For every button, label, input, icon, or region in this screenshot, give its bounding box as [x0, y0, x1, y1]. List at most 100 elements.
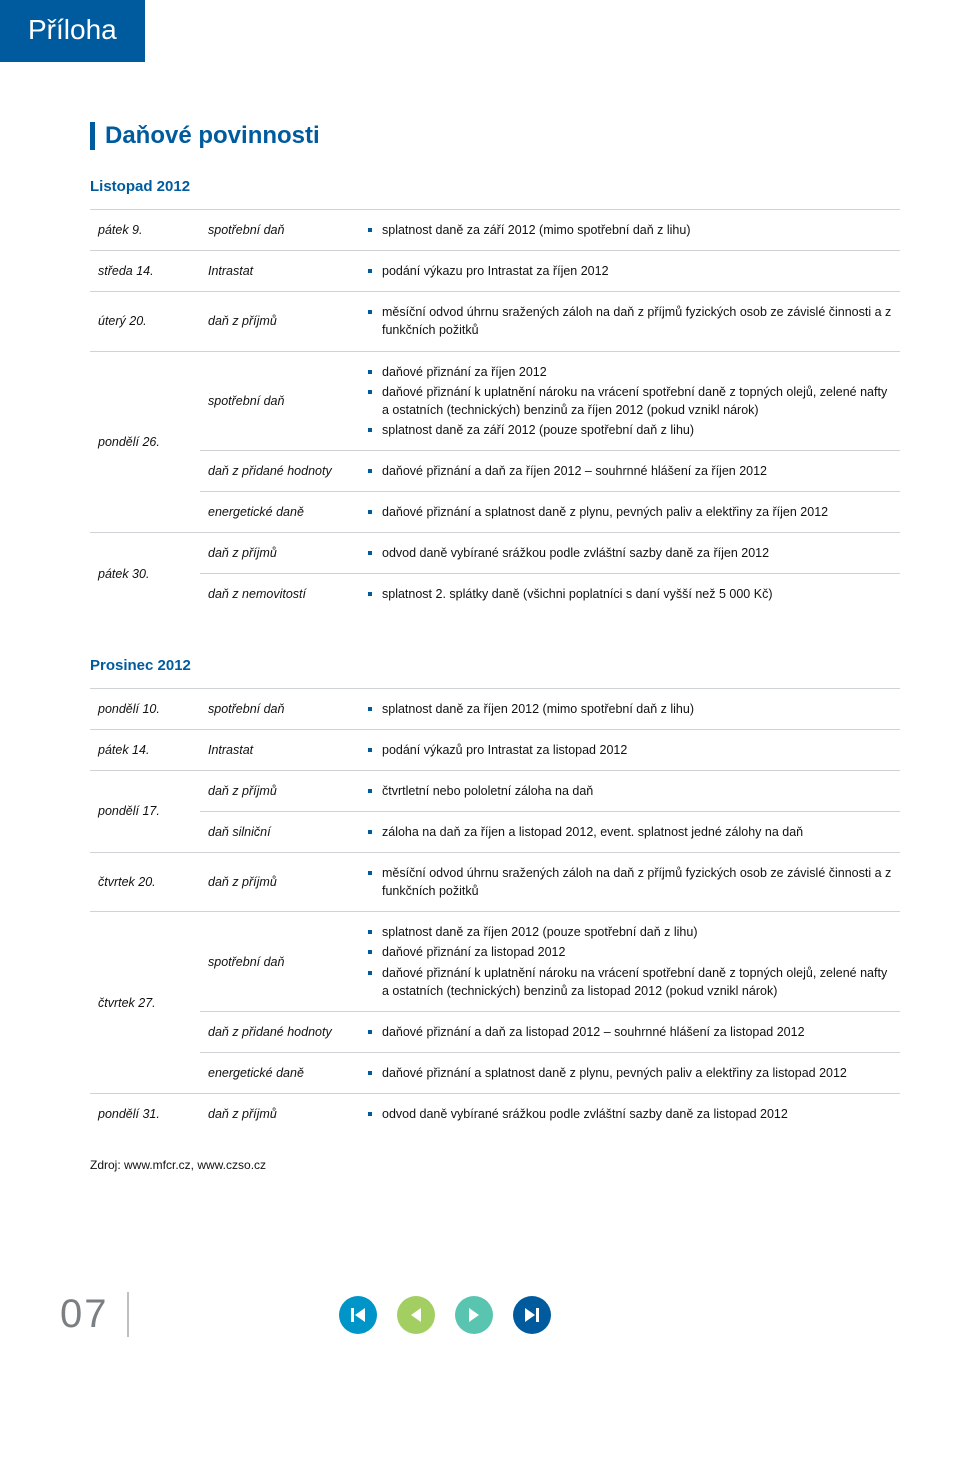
- items-cell: měsíční odvod úhrnu sražených záloh na d…: [360, 292, 900, 351]
- date-cell: čtvrtek 20.: [90, 853, 200, 912]
- table-row: daň z přidané hodnoty daňové přiznání a d…: [90, 451, 900, 492]
- page-footer: 07: [0, 1292, 960, 1337]
- tax-cell: spotřební daň: [200, 912, 360, 1012]
- table-prosinec: pondělí 10.spotřební daňsplatnost daně z…: [90, 688, 900, 1135]
- items-cell: splatnost daně za říjen 2012 (pouze spot…: [360, 912, 900, 1012]
- table-row: energetické daně daňové přiznání a splatn…: [90, 492, 900, 533]
- date-cell: pátek 30.: [90, 533, 200, 615]
- tbody-dec: pondělí 10.spotřební daňsplatnost daně z…: [90, 688, 900, 1134]
- table-row: daň silniční záloha na daň za říjen a lis…: [90, 811, 900, 852]
- nav-last-icon[interactable]: [513, 1296, 551, 1334]
- list-item: daňové přiznání a daň za listopad 2012 –…: [368, 1023, 892, 1041]
- table-row: pátek 14.Intrastat podání výkazů pro Intr…: [90, 729, 900, 770]
- list-item: splatnost daně za říjen 2012 (pouze spot…: [368, 923, 892, 941]
- items-cell: měsíční odvod úhrnu sražených záloh na d…: [360, 853, 900, 912]
- items-cell: daňové přiznání a daň za listopad 2012 –…: [360, 1011, 900, 1052]
- page-number: 07: [60, 1292, 129, 1337]
- table-row: pondělí 10.spotřební daň splatnost daně z…: [90, 688, 900, 729]
- date-cell: pátek 14.: [90, 729, 200, 770]
- list-item: měsíční odvod úhrnu sražených záloh na d…: [368, 303, 892, 339]
- table-row: pátek 30.daň z příjmůodvod daně vybírané…: [90, 533, 900, 574]
- items-cell: odvod daně vybírané srážkou podle zvlášt…: [360, 1094, 900, 1135]
- items-cell: splatnost daně za říjen 2012 (mimo spotř…: [360, 688, 900, 729]
- list-item: daňové přiznání a splatnost daně z plynu…: [368, 503, 892, 521]
- items-cell: čtvrtletní nebo pololetní záloha na daň: [360, 770, 900, 811]
- list-item: měsíční odvod úhrnu sražených záloh na d…: [368, 864, 892, 900]
- items-cell: daňové přiznání a daň za říjen 2012 – so…: [360, 451, 900, 492]
- month-title-nov: Listopad 2012: [90, 178, 900, 195]
- table-listopad: pátek 9.spotřební daňsplatnost daně za z…: [90, 209, 900, 615]
- tax-cell: daň z příjmů: [200, 770, 360, 811]
- tax-cell: daň z příjmů: [200, 292, 360, 351]
- nav-icons: [339, 1296, 551, 1334]
- tax-cell: daň silniční: [200, 811, 360, 852]
- tbody-nov: pátek 9.spotřební daňsplatnost daně za z…: [90, 210, 900, 615]
- list-item: daňové přiznání za říjen 2012: [368, 363, 892, 381]
- list-item: splatnost 2. splátky daně (všichni popla…: [368, 585, 892, 603]
- table-row: energetické daně daňové přiznání a splatn…: [90, 1052, 900, 1093]
- date-cell: pondělí 10.: [90, 688, 200, 729]
- list-item: odvod daně vybírané srážkou podle zvlášt…: [368, 544, 892, 562]
- tax-cell: energetické daně: [200, 492, 360, 533]
- items-cell: daňové přiznání a splatnost daně z plynu…: [360, 492, 900, 533]
- items-cell: splatnost 2. splátky daně (všichni popla…: [360, 574, 900, 615]
- tax-cell: spotřební daň: [200, 351, 360, 451]
- tax-cell: Intrastat: [200, 251, 360, 292]
- nav-next-icon[interactable]: [455, 1296, 493, 1334]
- date-cell: středa 14.: [90, 251, 200, 292]
- tax-cell: daň z přidané hodnoty: [200, 1011, 360, 1052]
- list-item: daňové přiznání za listopad 2012: [368, 943, 892, 961]
- table-row: pondělí 26.spotřební daňdaňové přiznání …: [90, 351, 900, 451]
- page-tab-title: Příloha: [0, 0, 145, 62]
- date-cell: čtvrtek 27.: [90, 912, 200, 1094]
- items-cell: daňové přiznání za říjen 2012 daňové přiz…: [360, 351, 900, 451]
- tax-cell: spotřební daň: [200, 210, 360, 251]
- items-cell: záloha na daň za říjen a listopad 2012, …: [360, 811, 900, 852]
- table-row: pondělí 17.daň z příjmůčtvrtletní nebo p…: [90, 770, 900, 811]
- tax-cell: daň z příjmů: [200, 853, 360, 912]
- table-row: pátek 9.spotřební daň splatnost daně za z…: [90, 210, 900, 251]
- tax-cell: energetické daně: [200, 1052, 360, 1093]
- tax-cell: daň z příjmů: [200, 533, 360, 574]
- table-row: středa 14.Intrastat podání výkazu pro Int…: [90, 251, 900, 292]
- list-item: daňové přiznání a daň za říjen 2012 – so…: [368, 462, 892, 480]
- table-row: daň z přidané hodnoty daňové přiznání a d…: [90, 1011, 900, 1052]
- list-item: odvod daně vybírané srážkou podle zvlášt…: [368, 1105, 892, 1123]
- list-item: daňové přiznání k uplatnění nároku na vr…: [368, 383, 892, 419]
- list-item: čtvrtletní nebo pololetní záloha na daň: [368, 782, 892, 800]
- date-cell: pondělí 26.: [90, 351, 200, 533]
- list-item: záloha na daň za říjen a listopad 2012, …: [368, 823, 892, 841]
- month-title-dec: Prosinec 2012: [90, 657, 900, 674]
- items-cell: splatnost daně za září 2012 (mimo spotře…: [360, 210, 900, 251]
- list-item: splatnost daně za září 2012 (mimo spotře…: [368, 221, 892, 239]
- date-cell: úterý 20.: [90, 292, 200, 351]
- list-item: splatnost daně za říjen 2012 (mimo spotř…: [368, 700, 892, 718]
- source-text: Zdroj: www.mfcr.cz, www.czso.cz: [90, 1158, 900, 1172]
- page-content: Daňové povinnosti Listopad 2012 pátek 9.…: [0, 122, 960, 1172]
- items-cell: daňové přiznání a splatnost daně z plynu…: [360, 1052, 900, 1093]
- list-item: daňové přiznání a splatnost daně z plynu…: [368, 1064, 892, 1082]
- tax-cell: Intrastat: [200, 729, 360, 770]
- items-cell: odvod daně vybírané srážkou podle zvlášt…: [360, 533, 900, 574]
- list-item: podání výkazů pro Intrastat za listopad …: [368, 741, 892, 759]
- table-row: pondělí 31.daň z příjmů odvod daně vybíra…: [90, 1094, 900, 1135]
- nav-prev-icon[interactable]: [397, 1296, 435, 1334]
- date-cell: pondělí 17.: [90, 770, 200, 852]
- items-cell: podání výkazů pro Intrastat za listopad …: [360, 729, 900, 770]
- table-row: daň z nemovitostí splatnost 2. splátky da…: [90, 574, 900, 615]
- nav-first-icon[interactable]: [339, 1296, 377, 1334]
- tax-cell: daň z nemovitostí: [200, 574, 360, 615]
- list-item: daňové přiznání k uplatnění nároku na vr…: [368, 964, 892, 1000]
- date-cell: pondělí 31.: [90, 1094, 200, 1135]
- tax-cell: daň z příjmů: [200, 1094, 360, 1135]
- date-cell: pátek 9.: [90, 210, 200, 251]
- tax-cell: spotřební daň: [200, 688, 360, 729]
- table-row: čtvrtek 27.spotřební daňsplatnost daně z…: [90, 912, 900, 1012]
- tax-cell: daň z přidané hodnoty: [200, 451, 360, 492]
- items-cell: podání výkazu pro Intrastat za říjen 201…: [360, 251, 900, 292]
- table-row: čtvrtek 20.daň z příjmůměsíční odvod úhr…: [90, 853, 900, 912]
- table-row: úterý 20.daň z příjmůměsíční odvod úhrnu…: [90, 292, 900, 351]
- list-item: splatnost daně za září 2012 (pouze spotř…: [368, 421, 892, 439]
- list-item: podání výkazu pro Intrastat za říjen 201…: [368, 262, 892, 280]
- section-title: Daňové povinnosti: [90, 122, 900, 150]
